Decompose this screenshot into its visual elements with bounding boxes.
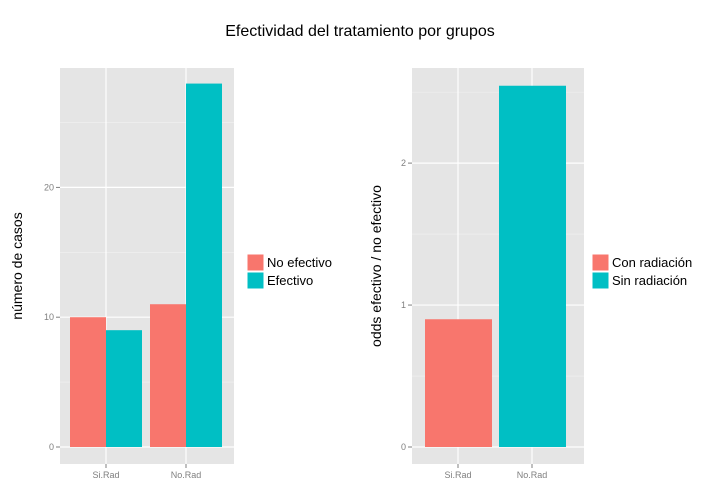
x-tick-label: Si.Rad <box>444 470 471 480</box>
x-tick-label: No.Rad <box>171 470 202 480</box>
bar-si-rad-a <box>70 317 106 447</box>
bar-no-rad-b <box>186 83 222 447</box>
legend-right-label: Sin radiación <box>612 273 687 288</box>
y-tick-label: 20 <box>44 182 54 192</box>
legend-right-label: Con radiación <box>612 255 692 270</box>
legend-right-key <box>591 271 610 290</box>
y-tick-label: 0 <box>49 442 54 452</box>
bar-no-rad-b <box>499 85 566 448</box>
legend-right-key <box>591 253 610 272</box>
y-axis-title: odds efectivo / no efectivo <box>368 185 384 347</box>
legend-left-label: No efectivo <box>267 255 332 270</box>
y-axis-title: número de casos <box>9 212 25 319</box>
legend-left-key <box>246 271 265 290</box>
bar-no-rad-a <box>150 304 186 447</box>
left-panel: 0 10 20 Si.Rad No.Rad número de casos No efect… <box>9 68 332 480</box>
x-tick-label: Si.Rad <box>92 470 119 480</box>
legend-left-label: Efectivo <box>267 273 313 288</box>
bar-si-rad-a <box>425 319 492 447</box>
y-tick-label: 2 <box>401 158 406 168</box>
chart-title: Efectividad del tratamiento por grupos <box>225 23 494 40</box>
legend-left-key <box>246 253 265 272</box>
right-panel: 0 1 2 Si.Rad No.Rad odds efectivo / no efecti… <box>368 68 692 480</box>
y-tick-label: 1 <box>401 300 406 310</box>
y-tick-label: 10 <box>44 312 54 322</box>
x-tick-label: No.Rad <box>517 470 548 480</box>
bar-si-rad-b <box>106 330 142 447</box>
y-tick-label: 0 <box>401 442 406 452</box>
